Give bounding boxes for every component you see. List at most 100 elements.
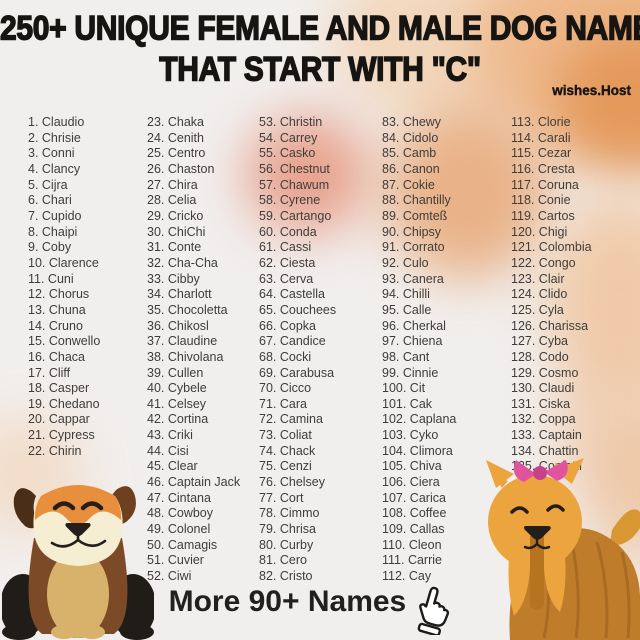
- list-item: 5. Cijra: [28, 177, 68, 192]
- list-item: 99. Cinnie: [382, 365, 439, 380]
- list-item: 116. Cresta: [511, 161, 575, 176]
- more-names-label: More 90+ Names: [168, 585, 407, 618]
- list-item: 21. Cypress: [28, 428, 95, 443]
- list-item: 91. Corrato: [382, 240, 445, 255]
- list-item: 39. Cullen: [147, 365, 204, 380]
- list-item: 73. Coliat: [259, 428, 312, 443]
- list-item: 20. Cappar: [28, 412, 90, 427]
- list-item: 4. Clancy: [28, 161, 81, 176]
- list-item: 112. Cay: [382, 569, 432, 584]
- list-item: 8. Chaipi: [28, 224, 78, 239]
- list-item: 118. Conie: [511, 193, 571, 208]
- list-item: 14. Cruno: [28, 318, 83, 333]
- list-item: 122. Congo: [511, 255, 576, 270]
- list-item: 13. Chuna: [28, 302, 86, 317]
- list-item: 85. Camb: [382, 146, 437, 161]
- list-item: 19. Chedano: [28, 396, 100, 411]
- list-item: 108. Coffee: [382, 506, 447, 521]
- name-column-1: 1. Claudio 2. Chrisie 3. Conni 4. Clancy 5. …: [28, 115, 100, 459]
- list-item: 17. Cliff: [28, 365, 71, 380]
- list-item: 117. Coruna: [511, 177, 579, 192]
- title-line-1: 250+ UNIQUE FEMALE AND MALE DOG NAMES: [0, 9, 640, 48]
- list-item: 70. Cicco: [259, 381, 312, 396]
- list-item: 59. Cartango: [259, 208, 332, 223]
- list-item: 25. Centro: [147, 146, 206, 161]
- list-item: 104. Climora: [382, 443, 453, 458]
- list-item: 24. Cenith: [147, 130, 204, 145]
- list-item: 48. Cowboy: [147, 506, 214, 521]
- list-item: 45. Clear: [147, 459, 198, 474]
- list-item: 84. Cidolo: [382, 130, 439, 145]
- list-item: 100. Cit: [382, 381, 426, 396]
- list-item: 44. Cisi: [147, 443, 189, 458]
- list-item: 115. Cezar: [511, 146, 572, 161]
- list-item: 1. Claudio: [28, 115, 85, 129]
- list-item: 83. Chewy: [382, 115, 442, 129]
- list-item: 128. Codo: [511, 349, 569, 364]
- list-item: 53. Christin: [259, 115, 323, 129]
- list-item: 129. Cosmo: [511, 365, 579, 380]
- list-item: 98. Cant: [382, 349, 430, 364]
- list-item: 87. Cokie: [382, 177, 435, 192]
- list-item: 34. Charlott: [147, 287, 212, 302]
- list-item: 43. Criki: [147, 428, 193, 443]
- list-item: 66. Copka: [259, 318, 316, 333]
- name-column-2: 23. Chaka 24. Cenith 25. Centro 26. Chaston…: [147, 115, 240, 585]
- bulldog-illustration-icon: [2, 485, 154, 640]
- list-item: 38. Chivolana: [147, 349, 224, 364]
- list-item: 52. Ciwi: [147, 569, 192, 584]
- list-item: 103. Cyko: [382, 428, 439, 443]
- watermark: wishes.Host: [552, 83, 631, 98]
- list-item: 50. Camagis: [147, 537, 218, 552]
- list-item: 90. Chipsy: [382, 224, 442, 239]
- list-item: 57. Chawum: [259, 177, 330, 192]
- list-item: 81. Cero: [259, 553, 307, 568]
- list-item: 61. Cassi: [259, 240, 312, 255]
- list-item: 55. Casko: [259, 146, 316, 161]
- list-item: 7. Cupido: [28, 208, 82, 223]
- list-item: 62. Ciesta: [259, 255, 316, 270]
- list-item: 28. Celia: [147, 193, 197, 208]
- title-line-2: THAT START WITH "C": [159, 50, 482, 89]
- list-item: 82. Cristo: [259, 569, 313, 584]
- list-item: 111. Carrie: [382, 553, 442, 568]
- list-item: 78. Cimmo: [259, 506, 320, 521]
- list-item: 76. Chelsey: [259, 475, 326, 490]
- list-item: 101. Cak: [382, 396, 433, 411]
- more-names-button[interactable]: More 90+ Names: [169, 569, 455, 635]
- hand-pointer-icon: [417, 586, 449, 635]
- list-item: 27. Chira: [147, 177, 198, 192]
- name-column-3: 53. Christin 54. Carrey 55. Casko 56. Chest…: [259, 115, 336, 585]
- list-item: 124. Clido: [511, 287, 568, 302]
- list-item: 30. ChiChi: [147, 224, 206, 239]
- list-item: 89. Comteß: [382, 208, 448, 223]
- list-item: 95. Calle: [382, 302, 432, 317]
- list-item: 9. Coby: [28, 240, 72, 255]
- list-item: 94. Chilli: [382, 287, 430, 302]
- list-item: 126. Charissa: [511, 318, 589, 333]
- list-item: 18. Casper: [28, 381, 90, 396]
- list-item: 107. Carica: [382, 490, 446, 505]
- list-item: 121. Colombia: [511, 240, 592, 255]
- list-item: 80. Curby: [259, 537, 314, 552]
- list-item: 35. Chocoletta: [147, 302, 228, 317]
- list-item: 119. Cartos: [511, 208, 575, 223]
- list-item: 29. Cricko: [147, 208, 204, 223]
- list-item: 46. Captain Jack: [147, 475, 241, 490]
- page-title: 250+ UNIQUE FEMALE AND MALE DOG NAMES TH…: [0, 9, 640, 89]
- list-item: 120. Chigi: [511, 224, 568, 239]
- list-item: 105. Chiva: [382, 459, 442, 474]
- list-item: 102. Caplana: [382, 412, 457, 427]
- list-item: 75. Cenzi: [259, 459, 312, 474]
- list-item: 54. Carrey: [259, 130, 318, 145]
- list-item: 6. Chari: [28, 193, 72, 208]
- list-item: 68. Cocki: [259, 349, 312, 364]
- list-item: 132. Coppa: [511, 412, 576, 427]
- list-item: 123. Clair: [511, 271, 565, 286]
- list-item: 47. Cintana: [147, 490, 211, 505]
- list-item: 125. Cyla: [511, 302, 564, 317]
- list-item: 26. Chaston: [147, 161, 215, 176]
- list-item: 133. Captain: [511, 428, 582, 443]
- list-item: 32. Cha-Cha: [147, 255, 218, 270]
- list-item: 60. Conda: [259, 224, 317, 239]
